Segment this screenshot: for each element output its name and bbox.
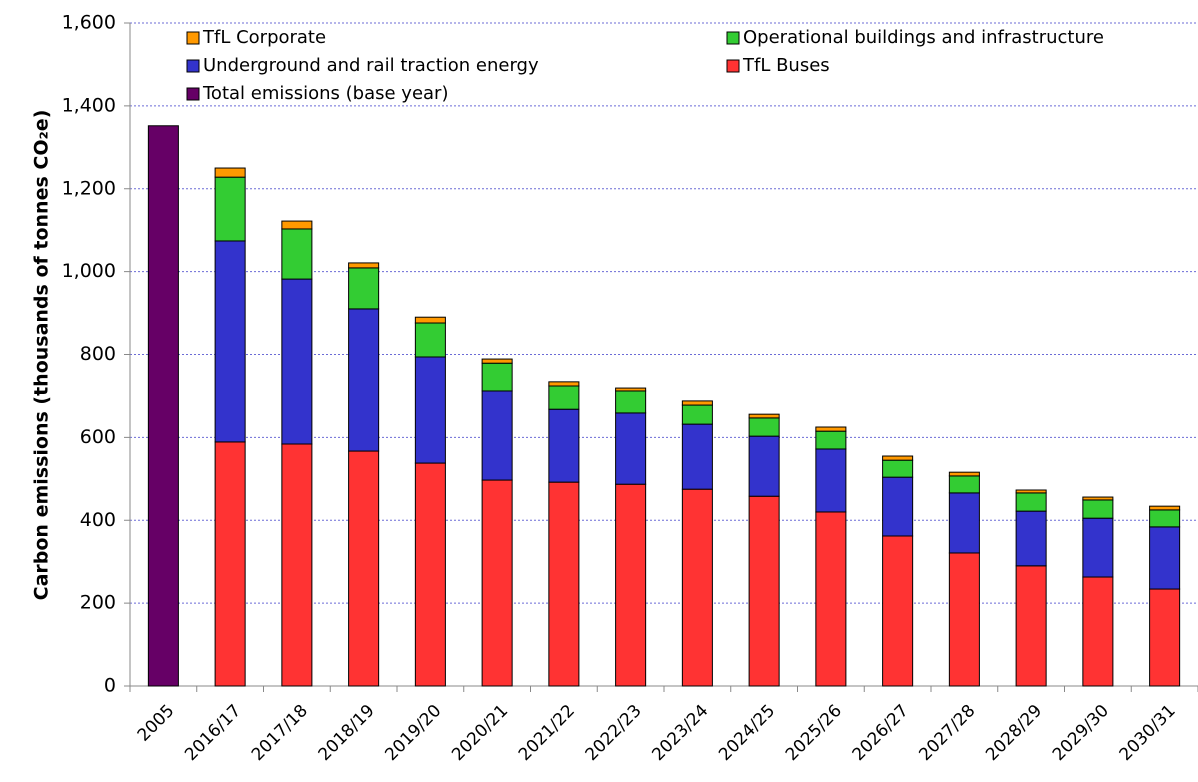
bar-segment xyxy=(214,441,246,687)
y-tick-label: 200 xyxy=(80,592,116,614)
bar-segment xyxy=(815,448,847,513)
bar-segment xyxy=(748,413,780,419)
bar-segment xyxy=(615,390,647,414)
bar-segment xyxy=(281,278,313,445)
legend-label: Operational buildings and infrastructure xyxy=(743,27,1104,48)
bar-segment xyxy=(548,408,580,483)
bar-segment xyxy=(214,167,246,178)
bar-segment xyxy=(1149,509,1181,528)
bar-segment xyxy=(882,455,914,461)
x-tick-label: 2026/27 xyxy=(849,701,913,765)
y-tick-label: 600 xyxy=(80,426,116,448)
bar-segment xyxy=(214,240,246,443)
bar-segment xyxy=(414,462,446,687)
legend-swatch xyxy=(186,31,200,45)
bar-segment xyxy=(882,535,914,687)
bar-segment xyxy=(414,316,446,324)
x-tick-label: 2019/20 xyxy=(381,701,445,765)
bar-segment xyxy=(481,362,513,392)
bar-segment xyxy=(481,358,513,364)
x-tick-label: 2027/28 xyxy=(915,701,979,765)
bar-segment xyxy=(1015,565,1047,687)
bar-segment xyxy=(414,322,446,358)
legend-swatch xyxy=(726,59,740,73)
bar-segment xyxy=(1082,499,1114,519)
x-tick-label: 2022/23 xyxy=(582,701,646,765)
bar-segment xyxy=(882,476,914,537)
legend-label: Underground and rail traction energy xyxy=(203,55,539,76)
y-tick-label: 1,600 xyxy=(62,12,116,34)
legend-swatch xyxy=(186,59,200,73)
y-tick-label: 1,000 xyxy=(62,260,116,282)
bar-segment xyxy=(615,387,647,392)
x-tick-label: 2020/21 xyxy=(448,701,512,765)
bar-segment xyxy=(681,400,713,406)
bar-segment xyxy=(548,385,580,410)
bar-segment xyxy=(1015,510,1047,567)
x-tick-label: 2005 xyxy=(134,701,179,746)
y-tick-label: 0 xyxy=(104,675,116,697)
y-tick-label: 1,200 xyxy=(62,177,116,199)
bar-segment xyxy=(1015,489,1047,494)
x-tick-label: 2017/18 xyxy=(248,701,312,765)
bar-segment xyxy=(748,435,780,497)
bar-segment xyxy=(948,552,980,687)
x-tick-label: 2029/30 xyxy=(1049,701,1113,765)
x-tick-label: 2023/24 xyxy=(648,701,712,765)
bar-segment xyxy=(281,228,313,280)
bar-segment xyxy=(815,430,847,450)
bar-segment xyxy=(1015,492,1047,512)
legend-label: TfL Buses xyxy=(742,55,830,76)
bar-segment xyxy=(414,356,446,464)
legend-swatch xyxy=(726,31,740,45)
bar-segment xyxy=(1082,576,1114,687)
bar-segment xyxy=(948,492,980,554)
bar-segment xyxy=(348,308,380,452)
legend-label: Total emissions (base year) xyxy=(202,83,448,104)
bar-segment xyxy=(281,220,313,230)
y-tick-label: 1,400 xyxy=(62,94,116,116)
bar-segment xyxy=(948,471,980,477)
bar-segment xyxy=(1149,588,1181,687)
bar-segment xyxy=(681,404,713,425)
bar-segment xyxy=(948,475,980,494)
x-tick-label: 2025/26 xyxy=(782,701,846,765)
bar-segment xyxy=(681,423,713,490)
bar-segment xyxy=(481,390,513,481)
bar-segment xyxy=(348,450,380,687)
bar-segment xyxy=(1149,505,1181,511)
x-tick-label: 2030/31 xyxy=(1116,701,1180,765)
bar-segment xyxy=(548,381,580,387)
bar-segment xyxy=(1082,496,1114,501)
bar-segment xyxy=(481,479,513,687)
bar-segment xyxy=(615,483,647,687)
y-tick-label: 800 xyxy=(80,343,116,365)
legend-swatch xyxy=(186,87,200,101)
bar-segment xyxy=(348,267,380,310)
bar-segment xyxy=(748,417,780,437)
bar-segment xyxy=(214,176,246,242)
x-tick-label: 2018/19 xyxy=(315,701,379,765)
x-tick-label: 2028/29 xyxy=(982,701,1046,765)
bar-segment xyxy=(348,262,380,269)
y-axis-label: Carbon emissions (thousands of tonnes CO… xyxy=(31,110,53,601)
bar-segment xyxy=(1149,526,1181,590)
bar-segment xyxy=(815,511,847,687)
bar-segment xyxy=(1082,517,1114,578)
bar-segment xyxy=(748,495,780,687)
bar-segment xyxy=(882,459,914,478)
legend-label: TfL Corporate xyxy=(202,27,326,48)
bar-segment xyxy=(615,412,647,485)
x-tick-label: 2024/25 xyxy=(715,701,779,765)
bar-segment xyxy=(815,426,847,432)
y-tick-label: 400 xyxy=(80,509,116,531)
bar-segment xyxy=(147,125,179,687)
bar-segment xyxy=(681,488,713,687)
x-tick-label: 2021/22 xyxy=(515,701,579,765)
bar-segment xyxy=(281,443,313,687)
x-tick-label: 2016/17 xyxy=(181,701,245,765)
bar-segment xyxy=(548,481,580,687)
